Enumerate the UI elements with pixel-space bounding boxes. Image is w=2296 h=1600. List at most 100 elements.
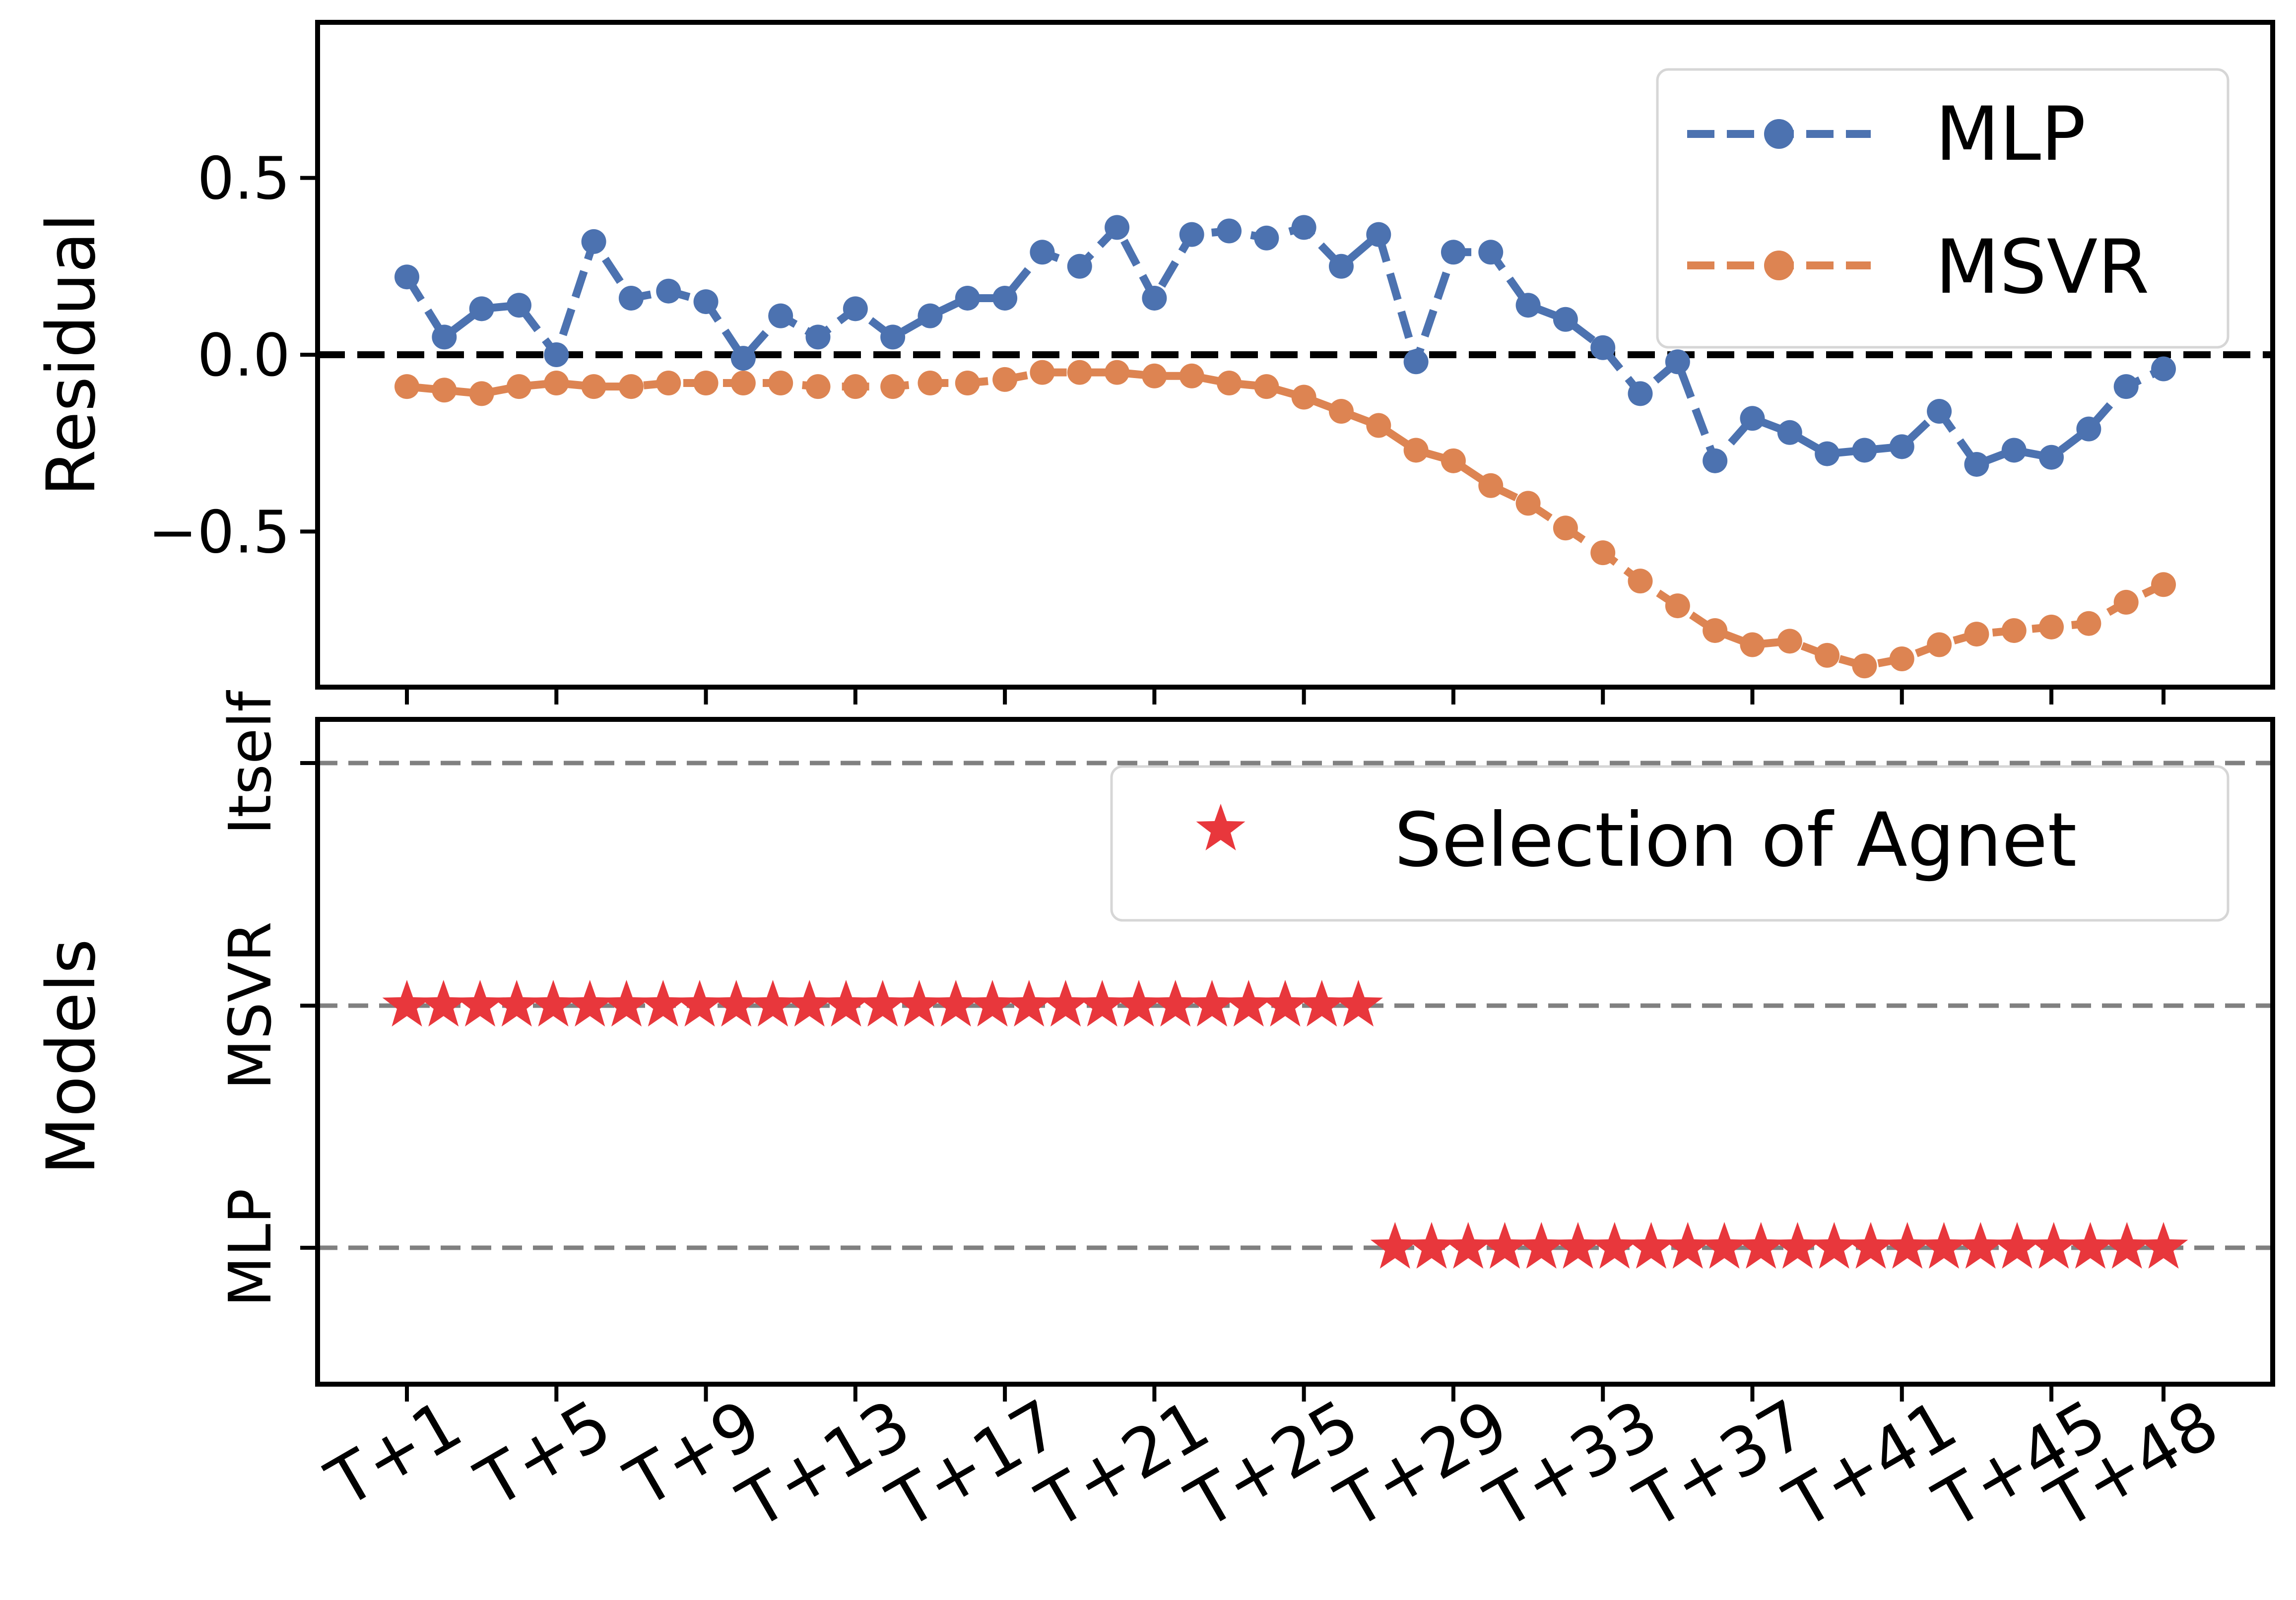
msvr-data-point [918,371,943,396]
msvr-data-point [1964,622,1989,647]
mlp-data-point [992,285,1018,311]
mlp-data-point [2076,416,2101,442]
models-plot-frame [315,717,2275,1387]
selection-star [602,980,651,1027]
selection-star [419,980,468,1027]
x-tick-label: T+37 [1623,1385,1820,1544]
msvr-data-point [992,367,1018,392]
mlp-data-point [1740,406,1765,431]
selection-star [1627,1222,1676,1269]
x-tick-label: T+29 [1323,1385,1521,1544]
mlp-data-point [693,289,719,315]
selection-star [1480,1222,1529,1269]
msvr-data-point [2039,614,2064,640]
mlp-data-point [1553,307,1578,332]
selection-star [1590,1222,1640,1269]
msvr-data-point [1366,413,1391,438]
selection-star [712,980,761,1027]
selection-star [675,980,724,1027]
msvr-data-point [730,371,756,396]
x-tick-label: T+1 [314,1385,474,1523]
selection-star [858,980,908,1027]
selection-star [785,980,834,1027]
msvr-data-point [1291,384,1316,410]
residual-panel: 0.5 0.0 −0.5 Residual MLP MSVR [32,20,2275,690]
legend-msvr-marker [1764,251,1794,280]
mlp-data-point [1889,434,1914,459]
msvr-data-point [2076,611,2101,636]
mlp-data-point [730,346,756,371]
selection-star [1041,980,1090,1027]
selection-star [748,980,797,1027]
legend-selection-label: Selection of Agnet [1394,797,2077,884]
msvr-data-point [1403,438,1429,463]
msvr-data-point [1030,360,1055,385]
mlp-data-point [918,303,943,328]
selection-star [1663,1222,1712,1269]
legend-msvr-label: MSVR [1935,224,2149,311]
selection-star [821,980,871,1027]
msvr-data-point [1105,360,1130,385]
msvr-data-point [1889,646,1914,671]
selection-legend: Selection of Agnet [1110,765,2230,922]
msvr-data-point [1478,473,1504,498]
mlp-data-point [1852,438,1877,463]
selection-star [1553,1222,1603,1269]
mlp-data-point [1815,441,1840,466]
msvr-data-point [843,374,868,399]
msvr-data-point [1179,363,1204,388]
selection-star [2066,1222,2115,1269]
x-tick-label: T+41 [1772,1385,1969,1544]
msvr-data-point [1628,569,1653,594]
mlp-data-point [1217,218,1242,244]
msvr-data-point [1815,642,1840,668]
models-y-axis: MLP MSVR Itself [216,690,318,1307]
residual-legend: MLP MSVR [1656,68,2230,349]
msvr-data-point [1927,632,1952,657]
msvr-data-point [1328,399,1354,424]
selection-star [1187,980,1237,1027]
selection-markers-group [382,980,2188,1269]
msvr-data-point [880,374,906,399]
selection-star [1260,980,1310,1027]
mlp-data-point [2039,445,2064,470]
selection-star [2102,1222,2152,1269]
msvr-data-point [394,374,419,399]
mlp-data-point [2151,356,2176,382]
selection-star [1883,1222,1932,1269]
mlp-data-point [1403,349,1429,375]
mlp-data-point [2113,374,2139,399]
models-y-tick-label-mlp: MLP [216,1189,284,1307]
msvr-data-point [1254,374,1279,399]
selection-star [1151,980,1200,1027]
mlp-data-point [618,285,644,311]
mlp-data-point [1590,335,1616,360]
selection-star [1407,1222,1456,1269]
x-tick-label: T+33 [1473,1385,1671,1544]
msvr-data-point [1553,515,1578,541]
mlp-data-point [1179,222,1204,247]
selection-star [1370,1222,1420,1269]
msvr-data-point [1142,363,1167,388]
selection-star [1809,1222,1859,1269]
msvr-data-point [768,371,793,396]
residual-y-axis-title: Residual [32,213,110,496]
selection-star [1956,1222,2005,1269]
msvr-data-point [2113,589,2139,615]
mlp-data-point [469,296,494,321]
selection-star [1846,1222,1896,1269]
mlp-data-point [394,264,419,290]
msvr-data-point [581,374,606,399]
msvr-data-point [1665,593,1690,619]
mlp-data-point [768,303,793,328]
msvr-data-point [2001,618,2027,643]
msvr-data-point [955,371,980,396]
selection-star [1919,1222,1968,1269]
mlp-data-point [1777,420,1802,445]
msvr-data-point [469,381,494,406]
mlp-data-point [1030,240,1055,265]
residual-y-tick-label: 0.5 [197,144,290,213]
msvr-data-point [1590,540,1616,566]
